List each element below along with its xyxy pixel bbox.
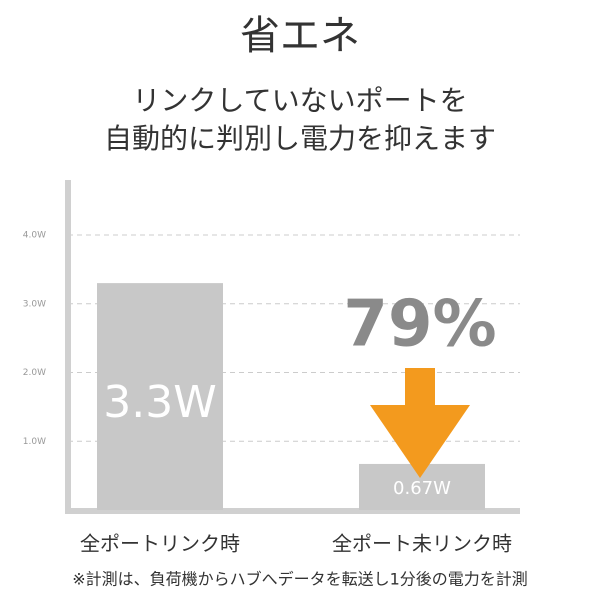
y-tick-label: 1.0W [23,437,46,447]
y-tick-label: 2.0W [23,368,46,378]
bar [97,283,223,510]
x-tick-label: 全ポート未リンク時 [332,532,512,556]
subtitle: リンクしていないポートを [132,84,467,117]
subtitle: 自動的に判別し電力を抑えます [104,122,496,155]
arrow [370,368,470,478]
x-tick-label: 全ポートリンク時 [80,532,240,556]
value-label: 3.3W [103,377,216,428]
chart-title: 省エネ [240,13,360,59]
footnote: ※計測は、負荷機からハブへデータを転送し1分後の電力を計測 [72,570,528,589]
annotation: 79% [343,288,496,362]
y-tick-label: 4.0W [23,231,46,241]
value-label: 0.67W [393,478,451,499]
y-tick-label: 3.0W [23,299,46,309]
